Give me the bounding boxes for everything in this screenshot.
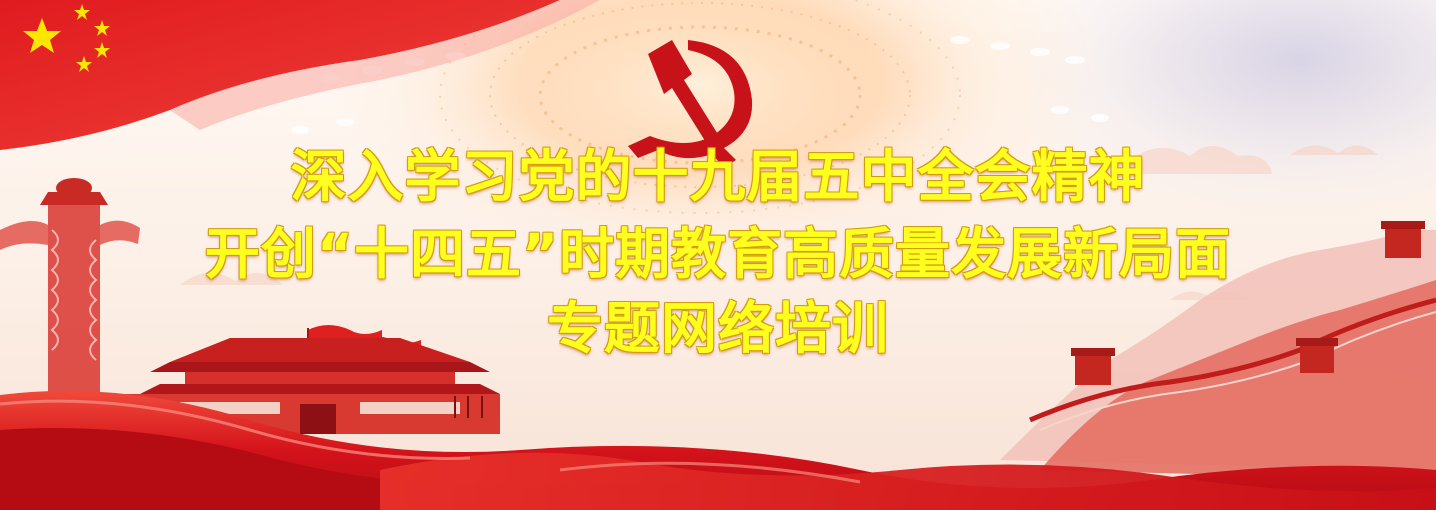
title-line-2: 开创“十四五”时期教育高质量发展新局面	[0, 216, 1436, 292]
title-line-1: 深入学习党的十九届五中全会精神	[0, 140, 1436, 216]
title-line-3: 专题网络培训	[0, 292, 1436, 368]
banner-title: 深入学习党的十九届五中全会精神 开创“十四五”时期教育高质量发展新局面 专题网络…	[0, 140, 1436, 368]
